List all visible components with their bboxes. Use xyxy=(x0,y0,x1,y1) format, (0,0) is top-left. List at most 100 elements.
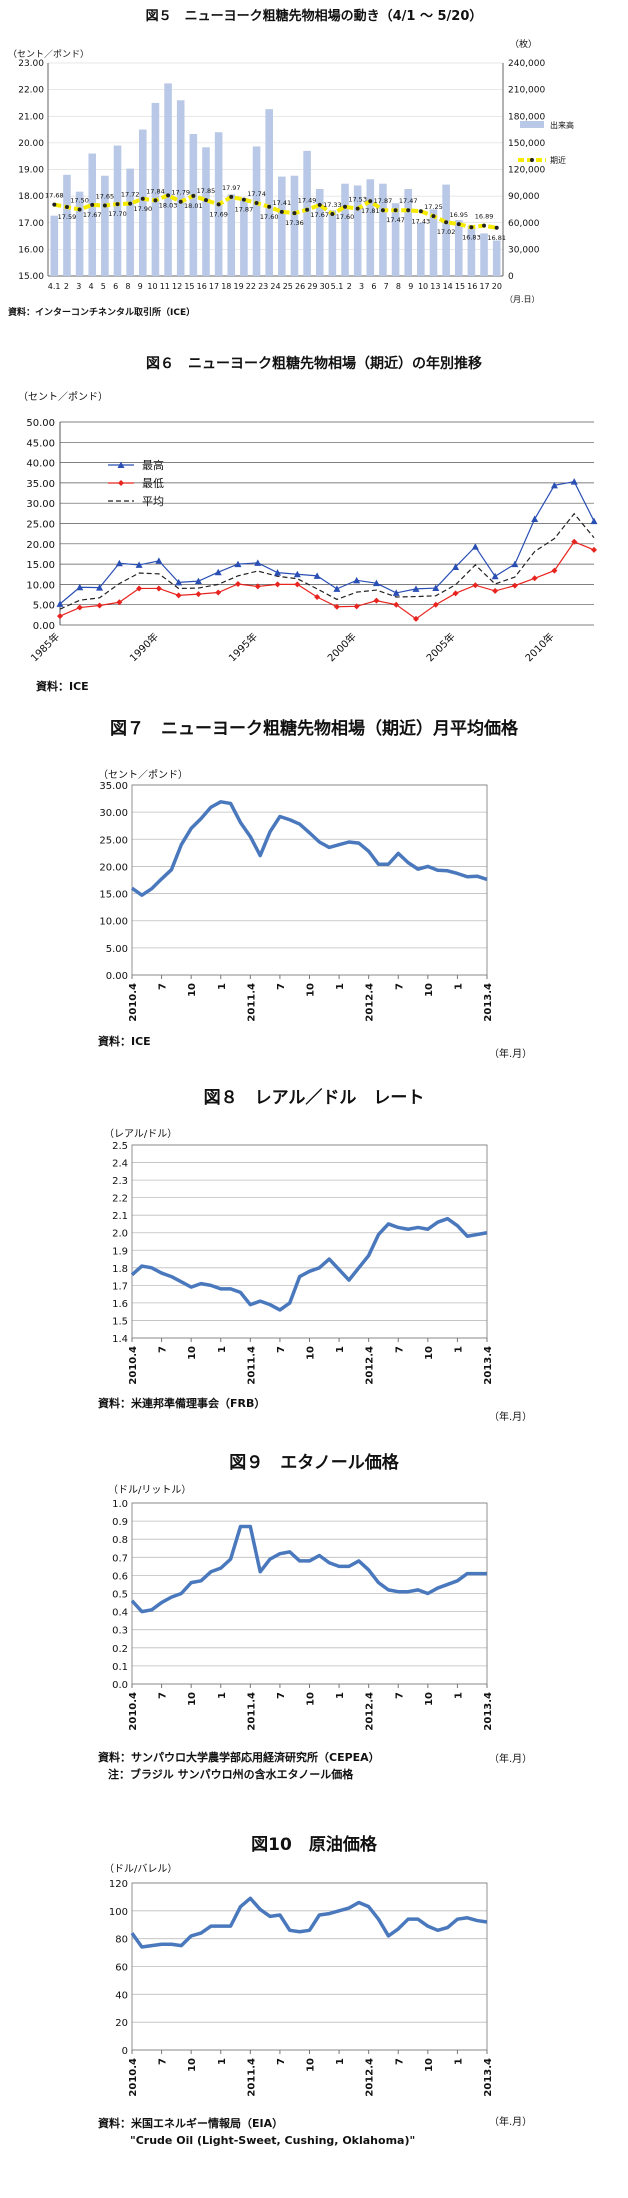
right-tick-label: 120,000 xyxy=(508,166,545,176)
x-tick-label: 17 xyxy=(479,282,489,291)
price-data-label: 16.83 xyxy=(462,233,481,241)
x-tick-label: 7 xyxy=(276,1692,287,1699)
x-tick-label: 1 xyxy=(453,983,464,990)
low-point xyxy=(511,582,518,589)
y-tick-label: 0.7 xyxy=(112,1553,128,1564)
legend-low-label: 最低 xyxy=(142,477,164,490)
volume-bar xyxy=(278,176,286,276)
x-tick-label: 4 xyxy=(88,282,93,291)
y-tick-label: 60 xyxy=(115,1963,128,1974)
high-point xyxy=(392,589,400,596)
x-tick-label: 10 xyxy=(187,2058,198,2072)
x-tick-label: 2010年 xyxy=(522,630,556,664)
price-point xyxy=(380,208,385,213)
price-data-label: 17.87 xyxy=(374,197,393,205)
y-tick-label: 1.5 xyxy=(112,1316,128,1327)
x-tick-label: 7 xyxy=(158,2058,169,2065)
price-data-label: 17.84 xyxy=(146,187,165,195)
price-point xyxy=(166,193,171,198)
y-tick-label: 25.00 xyxy=(26,520,55,531)
volume-bar xyxy=(429,209,438,276)
volume-bar xyxy=(88,153,97,276)
y-tick-label: 2.4 xyxy=(112,1159,128,1170)
volume-bar xyxy=(252,146,261,276)
high-point xyxy=(135,561,143,568)
right-tick-label: 180,000 xyxy=(508,112,545,122)
volume-bar xyxy=(341,183,349,276)
low-point xyxy=(155,585,162,592)
y-tick-label: 0.6 xyxy=(112,1571,128,1582)
x-tick-label: 2012.4 xyxy=(365,1692,376,1731)
source-note: 資料：ICE xyxy=(98,1034,151,1048)
x-tick-label: 16 xyxy=(197,282,207,291)
legend-high-marker xyxy=(117,461,125,468)
price-point xyxy=(115,202,120,207)
price-point xyxy=(216,202,221,207)
right-tick-label: 240,000 xyxy=(508,59,545,69)
high-point xyxy=(115,559,123,567)
y-tick-label: 15.00 xyxy=(26,560,55,571)
x-tick-label: 30 xyxy=(320,282,330,291)
volume-bar xyxy=(480,233,488,276)
high-point xyxy=(175,578,183,586)
price-point xyxy=(393,208,398,213)
price-point xyxy=(444,220,449,225)
chart-title: 図６ ニューヨーク粗糖先物相場（期近）の年別推移 xyxy=(146,355,482,372)
low-point xyxy=(274,581,281,588)
y-tick-label: 30.00 xyxy=(26,499,55,510)
x-tick-label: 7 xyxy=(276,1346,287,1353)
x-tick-label: 2010.4 xyxy=(128,2058,139,2097)
price-data-label: 17.43 xyxy=(412,217,431,225)
price-point xyxy=(406,208,411,213)
y-tick-label: 120 xyxy=(109,1879,128,1890)
plot-area xyxy=(131,784,488,976)
y-tick-label: 0.0 xyxy=(112,1680,128,1691)
x-tick-label: 9 xyxy=(408,282,413,291)
y-tick-label: 100 xyxy=(109,1907,128,1918)
price-point xyxy=(254,201,259,206)
legend-volume-label: 出来高 xyxy=(550,120,574,130)
y-tick-label: 0.9 xyxy=(112,1517,128,1528)
price-data-label: 17.68 xyxy=(45,192,64,200)
price-point xyxy=(52,202,57,207)
high-point xyxy=(254,559,262,566)
price-point xyxy=(241,197,246,202)
figure-5: 図５ ニューヨーク粗糖先物相場の動き（4/1 ～ 5/20） （セント／ポンド） （… xyxy=(0,0,628,345)
x-tick-label: 1 xyxy=(335,1346,346,1353)
plot-area xyxy=(131,1144,488,1339)
x-tick-label: 15 xyxy=(184,282,194,291)
price-data-label: 16.89 xyxy=(475,213,494,221)
x-tick-label: 10 xyxy=(306,983,317,997)
x-tick-label: 26 xyxy=(295,282,305,291)
x-tick-label: 10 xyxy=(424,1692,435,1706)
price-data-label: 17.53 xyxy=(348,196,367,204)
volume-bar xyxy=(50,215,59,276)
footnote: 注：ブラジル サンパウロ州の含水エタノール価格 xyxy=(108,1767,354,1781)
x-tick-label: 7 xyxy=(276,983,287,990)
x-tick-label: 13 xyxy=(430,282,440,291)
x-tick-label: 15 xyxy=(455,282,465,291)
low-point xyxy=(314,593,321,600)
volume-bar xyxy=(126,168,134,276)
x-tick-label: 1 xyxy=(217,2058,228,2065)
x-tick-label: 7 xyxy=(384,282,389,291)
y-tick-label: 0.00 xyxy=(106,971,128,982)
y-axis-label: （ドル/バレル） xyxy=(104,1863,177,1875)
price-data-label: 17.69 xyxy=(209,210,228,218)
x-tick-label: 4.1 xyxy=(48,282,61,291)
x-tick-label: 7 xyxy=(158,983,169,990)
volume-bar xyxy=(366,179,375,276)
high-point xyxy=(333,585,341,592)
y-tick-label: 5.00 xyxy=(106,944,128,955)
volume-bar xyxy=(379,183,387,276)
high-point xyxy=(471,543,479,550)
source-note: 資料：米連邦準備理事会（FRB） xyxy=(98,1396,265,1410)
low-point xyxy=(57,613,63,620)
x-tick-label: 8 xyxy=(125,282,130,291)
high-point xyxy=(56,600,64,607)
x-tick-label: 7 xyxy=(158,1346,169,1353)
high-point xyxy=(590,517,598,525)
price-data-label: 17.47 xyxy=(399,197,418,205)
left-axis-label: （セント／ポンド） xyxy=(8,49,89,60)
high-line xyxy=(59,481,595,605)
